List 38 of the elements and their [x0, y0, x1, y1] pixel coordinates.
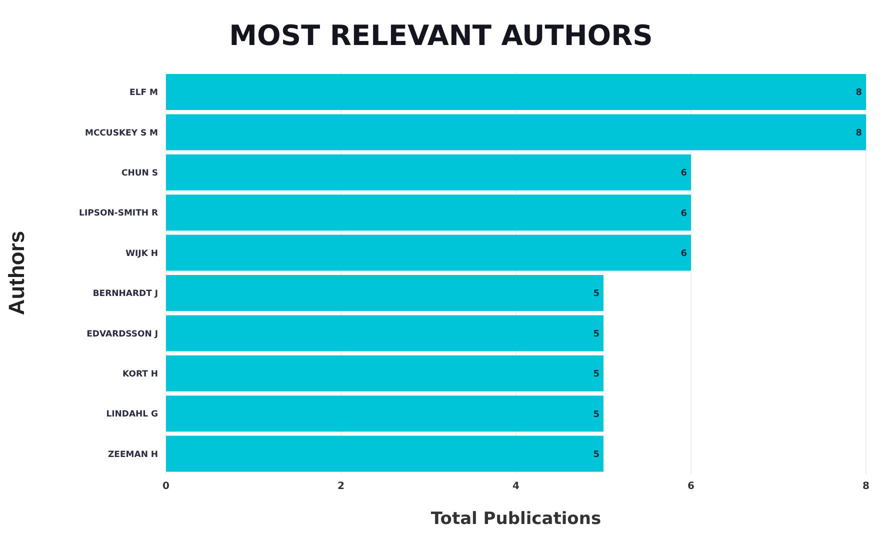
- x-tick-label: 8: [862, 481, 870, 492]
- data-label: 5: [593, 329, 600, 340]
- data-label: 6: [680, 168, 687, 179]
- y-tick-label: LIPSON-SMITH R: [79, 208, 158, 219]
- bar: [166, 234, 691, 271]
- data-label: 5: [593, 370, 600, 380]
- data-label: 5: [593, 289, 600, 300]
- y-tick-label: ZEEMAN H: [108, 450, 158, 460]
- y-tick-label: ELF M: [130, 88, 158, 98]
- bar: [166, 355, 604, 392]
- y-axis-title: Authors: [4, 230, 29, 316]
- y-tick-label: EDVARDSSON J: [86, 329, 158, 340]
- x-tick-label: 0: [162, 481, 170, 492]
- data-label: 8: [856, 88, 862, 98]
- y-tick-label: KORT H: [122, 370, 158, 380]
- data-label: 5: [593, 410, 600, 420]
- y-tick-label: CHUN S: [122, 168, 158, 179]
- y-tick-label: MCCUSKEY S M: [84, 128, 158, 138]
- bar: [166, 74, 866, 110]
- chart-title: MOST RELEVANT AUTHORS: [228, 18, 654, 54]
- x-tick-label: 4: [512, 481, 520, 492]
- bar: [166, 194, 691, 231]
- bar: [166, 154, 691, 190]
- x-tick-label: 6: [688, 481, 695, 492]
- bar: [166, 315, 604, 352]
- bar: [166, 396, 604, 432]
- x-tick-label: 2: [338, 481, 345, 492]
- data-label: 5: [593, 450, 600, 460]
- x-axis-title: Total Publications: [430, 509, 602, 529]
- data-label: 6: [680, 208, 687, 219]
- bar: [166, 275, 604, 311]
- data-label: 6: [680, 248, 687, 259]
- y-tick-label: LINDAHL G: [106, 410, 158, 420]
- bar: [166, 436, 604, 472]
- y-tick-label: BERNHARDT J: [92, 289, 158, 300]
- bar: [166, 114, 866, 150]
- data-label: 8: [856, 128, 862, 138]
- y-tick-label: WIJK H: [126, 248, 158, 259]
